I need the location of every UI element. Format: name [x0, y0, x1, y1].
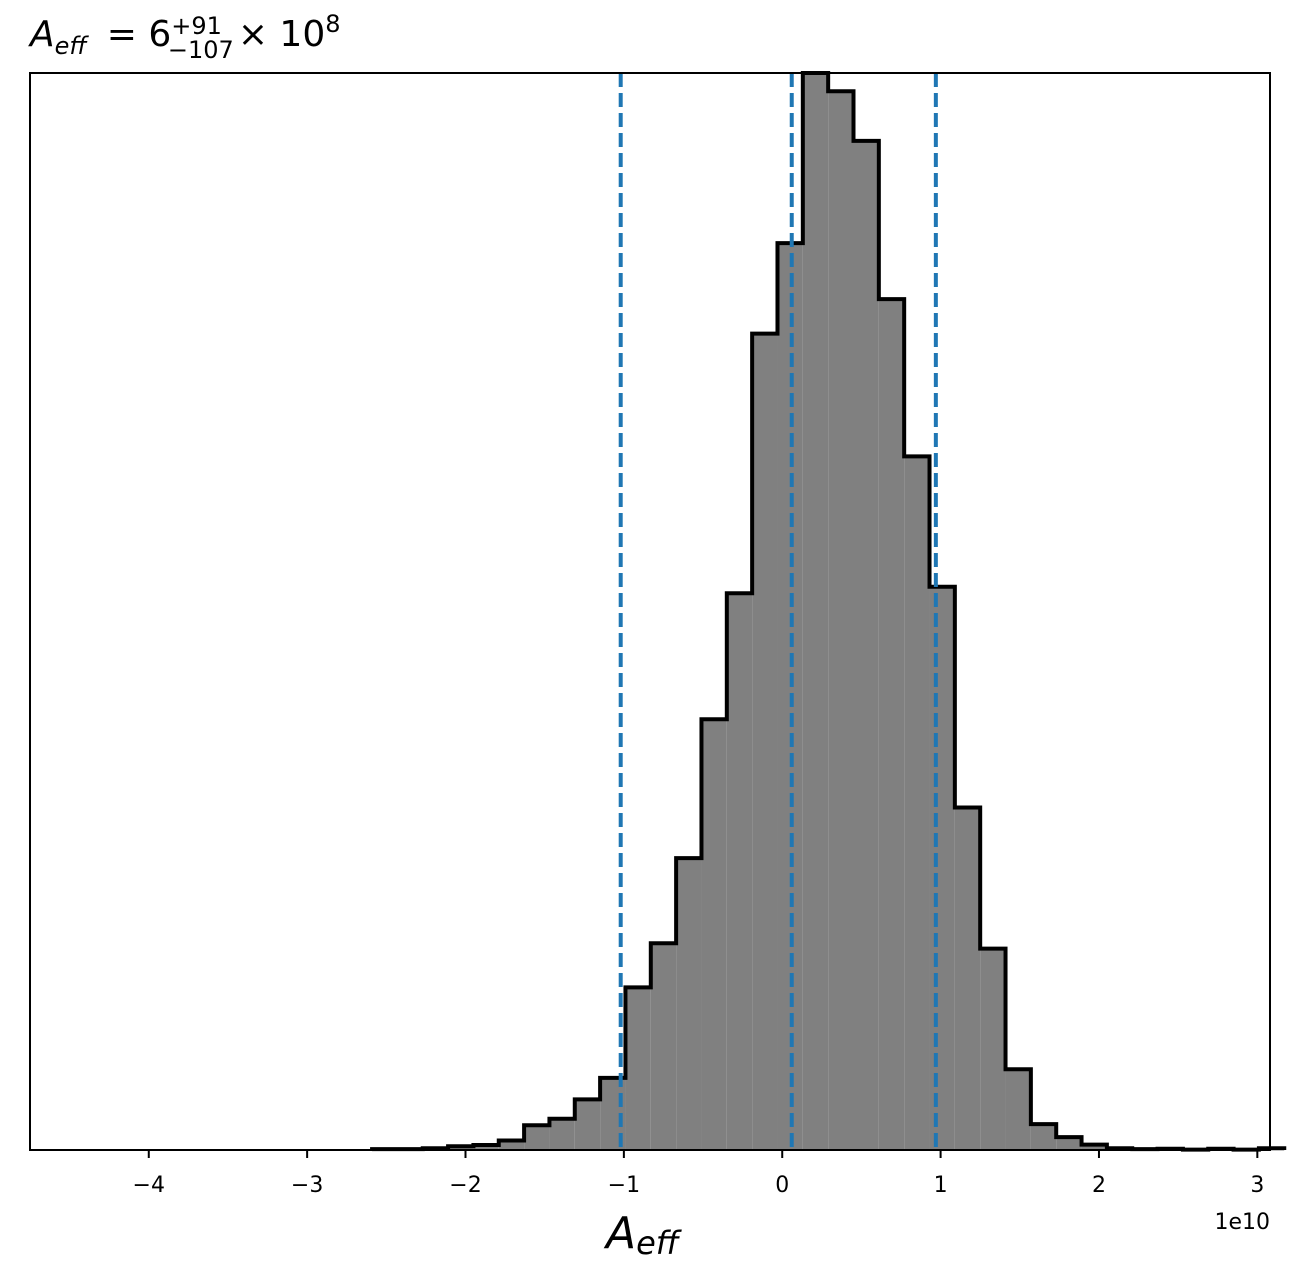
title-subscript: −107 — [168, 36, 234, 64]
histogram-bar — [828, 91, 853, 1150]
histogram-bar — [625, 987, 650, 1150]
histogram-bar — [651, 943, 676, 1150]
title-exponent: 8 — [325, 10, 340, 38]
histogram-bar — [904, 456, 929, 1150]
histogram-bar — [727, 593, 752, 1150]
histogram-bar — [1006, 1069, 1031, 1150]
x-tick-label: −2 — [449, 1173, 481, 1198]
histogram-bar — [980, 949, 1005, 1150]
x-tick-label: 2 — [1092, 1173, 1106, 1198]
title-equals: = 6 — [107, 14, 172, 55]
x-tick-label: 1 — [934, 1173, 948, 1198]
title-symbol-subscript: eff — [55, 32, 90, 60]
title-symbol: A — [28, 14, 55, 55]
x-tick-label: −3 — [291, 1173, 323, 1198]
x-tick-label: 3 — [1250, 1173, 1264, 1198]
histogram-bar — [701, 719, 726, 1150]
histogram-bar — [1031, 1124, 1056, 1150]
x-offset-label: 1e10 — [1214, 1210, 1270, 1235]
histogram-bar — [524, 1125, 549, 1150]
histogram-bar — [853, 141, 878, 1150]
histogram-bar — [803, 73, 828, 1150]
histogram-bar — [955, 808, 980, 1150]
histogram-bar — [752, 334, 777, 1150]
histogram-bar — [676, 858, 701, 1150]
x-axis-label-subscript: eff — [636, 1224, 683, 1262]
x-tick-label: −1 — [608, 1173, 640, 1198]
histogram-bar — [575, 1099, 600, 1150]
x-tick-label: 0 — [775, 1173, 789, 1198]
histogram-bar — [930, 587, 955, 1150]
histogram-bar — [879, 299, 904, 1150]
title-times: × 10 — [238, 14, 325, 55]
x-axis-label-symbol: A — [603, 1208, 636, 1259]
histogram-bar — [549, 1119, 574, 1150]
x-tick-label: −4 — [133, 1173, 165, 1198]
